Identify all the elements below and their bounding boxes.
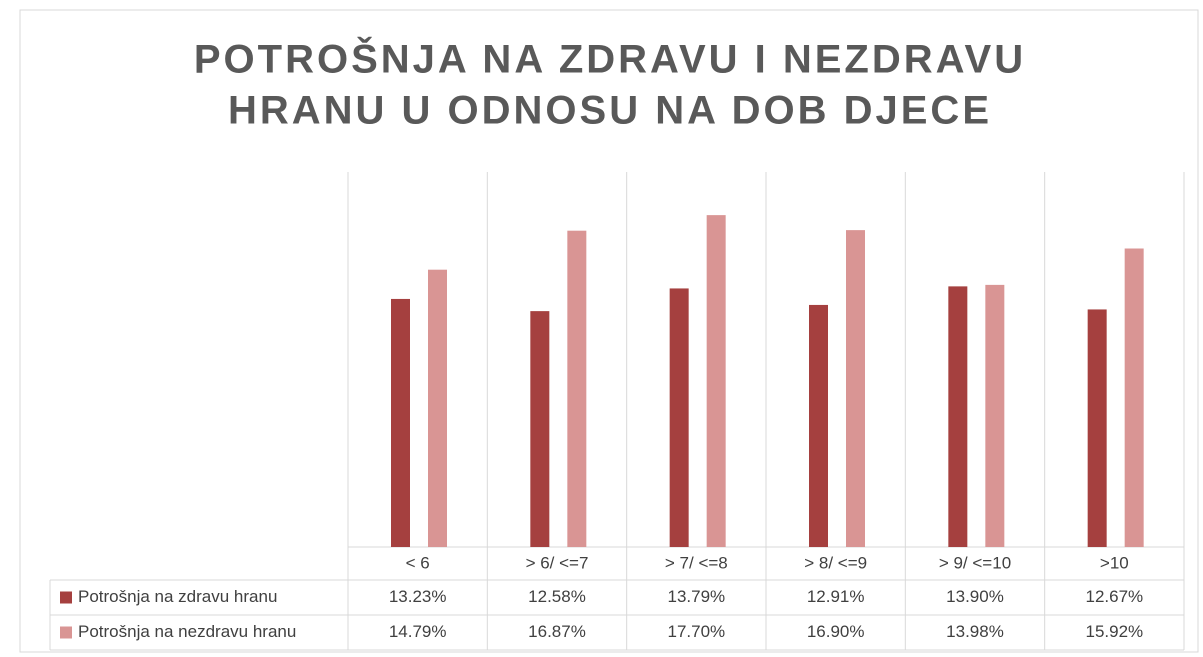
x-tick-label: > 9/ <=10	[939, 553, 1011, 572]
legend-key	[60, 591, 72, 604]
bar	[391, 298, 410, 547]
chart-title-line-2: HRANU U ODNOSU NA DOB DJECE	[228, 89, 992, 133]
bar	[948, 286, 968, 547]
x-tick-label: < 6	[406, 553, 430, 572]
bar	[669, 288, 689, 547]
data-table-value: 16.90%	[807, 622, 865, 641]
data-table-value: 16.87%	[528, 622, 586, 641]
bar	[1124, 248, 1144, 547]
bar	[567, 230, 587, 547]
x-tick-label: > 6/ <=7	[526, 553, 589, 572]
data-table-value: 15.92%	[1085, 622, 1143, 641]
legend-label: Potrošnja na zdravu hranu	[78, 587, 277, 606]
bar	[1087, 309, 1107, 547]
x-tick-label: > 7/ <=8	[665, 553, 728, 572]
chart-title-line-1: POTROŠNJA NA ZDRAVU I NEZDRAVU	[194, 36, 1026, 82]
data-table-value: 13.98%	[946, 622, 1004, 641]
data-table-value: 13.23%	[389, 587, 447, 606]
data-table-value: 17.70%	[667, 622, 725, 641]
legend-label: Potrošnja na nezdravu hranu	[78, 622, 296, 641]
data-table-value: 12.58%	[528, 587, 586, 606]
data-table-value: 12.91%	[807, 587, 865, 606]
legend-key	[60, 626, 72, 639]
bar	[809, 304, 828, 547]
bar	[846, 230, 865, 547]
bar	[428, 269, 447, 547]
data-table-value: 12.67%	[1085, 587, 1143, 606]
x-tick-label: >10	[1100, 553, 1129, 572]
data-table-value: 13.79%	[667, 587, 725, 606]
x-tick-label: > 8/ <=9	[804, 553, 867, 572]
bar	[530, 311, 550, 547]
bar	[985, 284, 1005, 547]
data-table-value: 13.90%	[946, 587, 1004, 606]
bar	[706, 215, 726, 547]
data-table-value: 14.79%	[389, 622, 447, 641]
